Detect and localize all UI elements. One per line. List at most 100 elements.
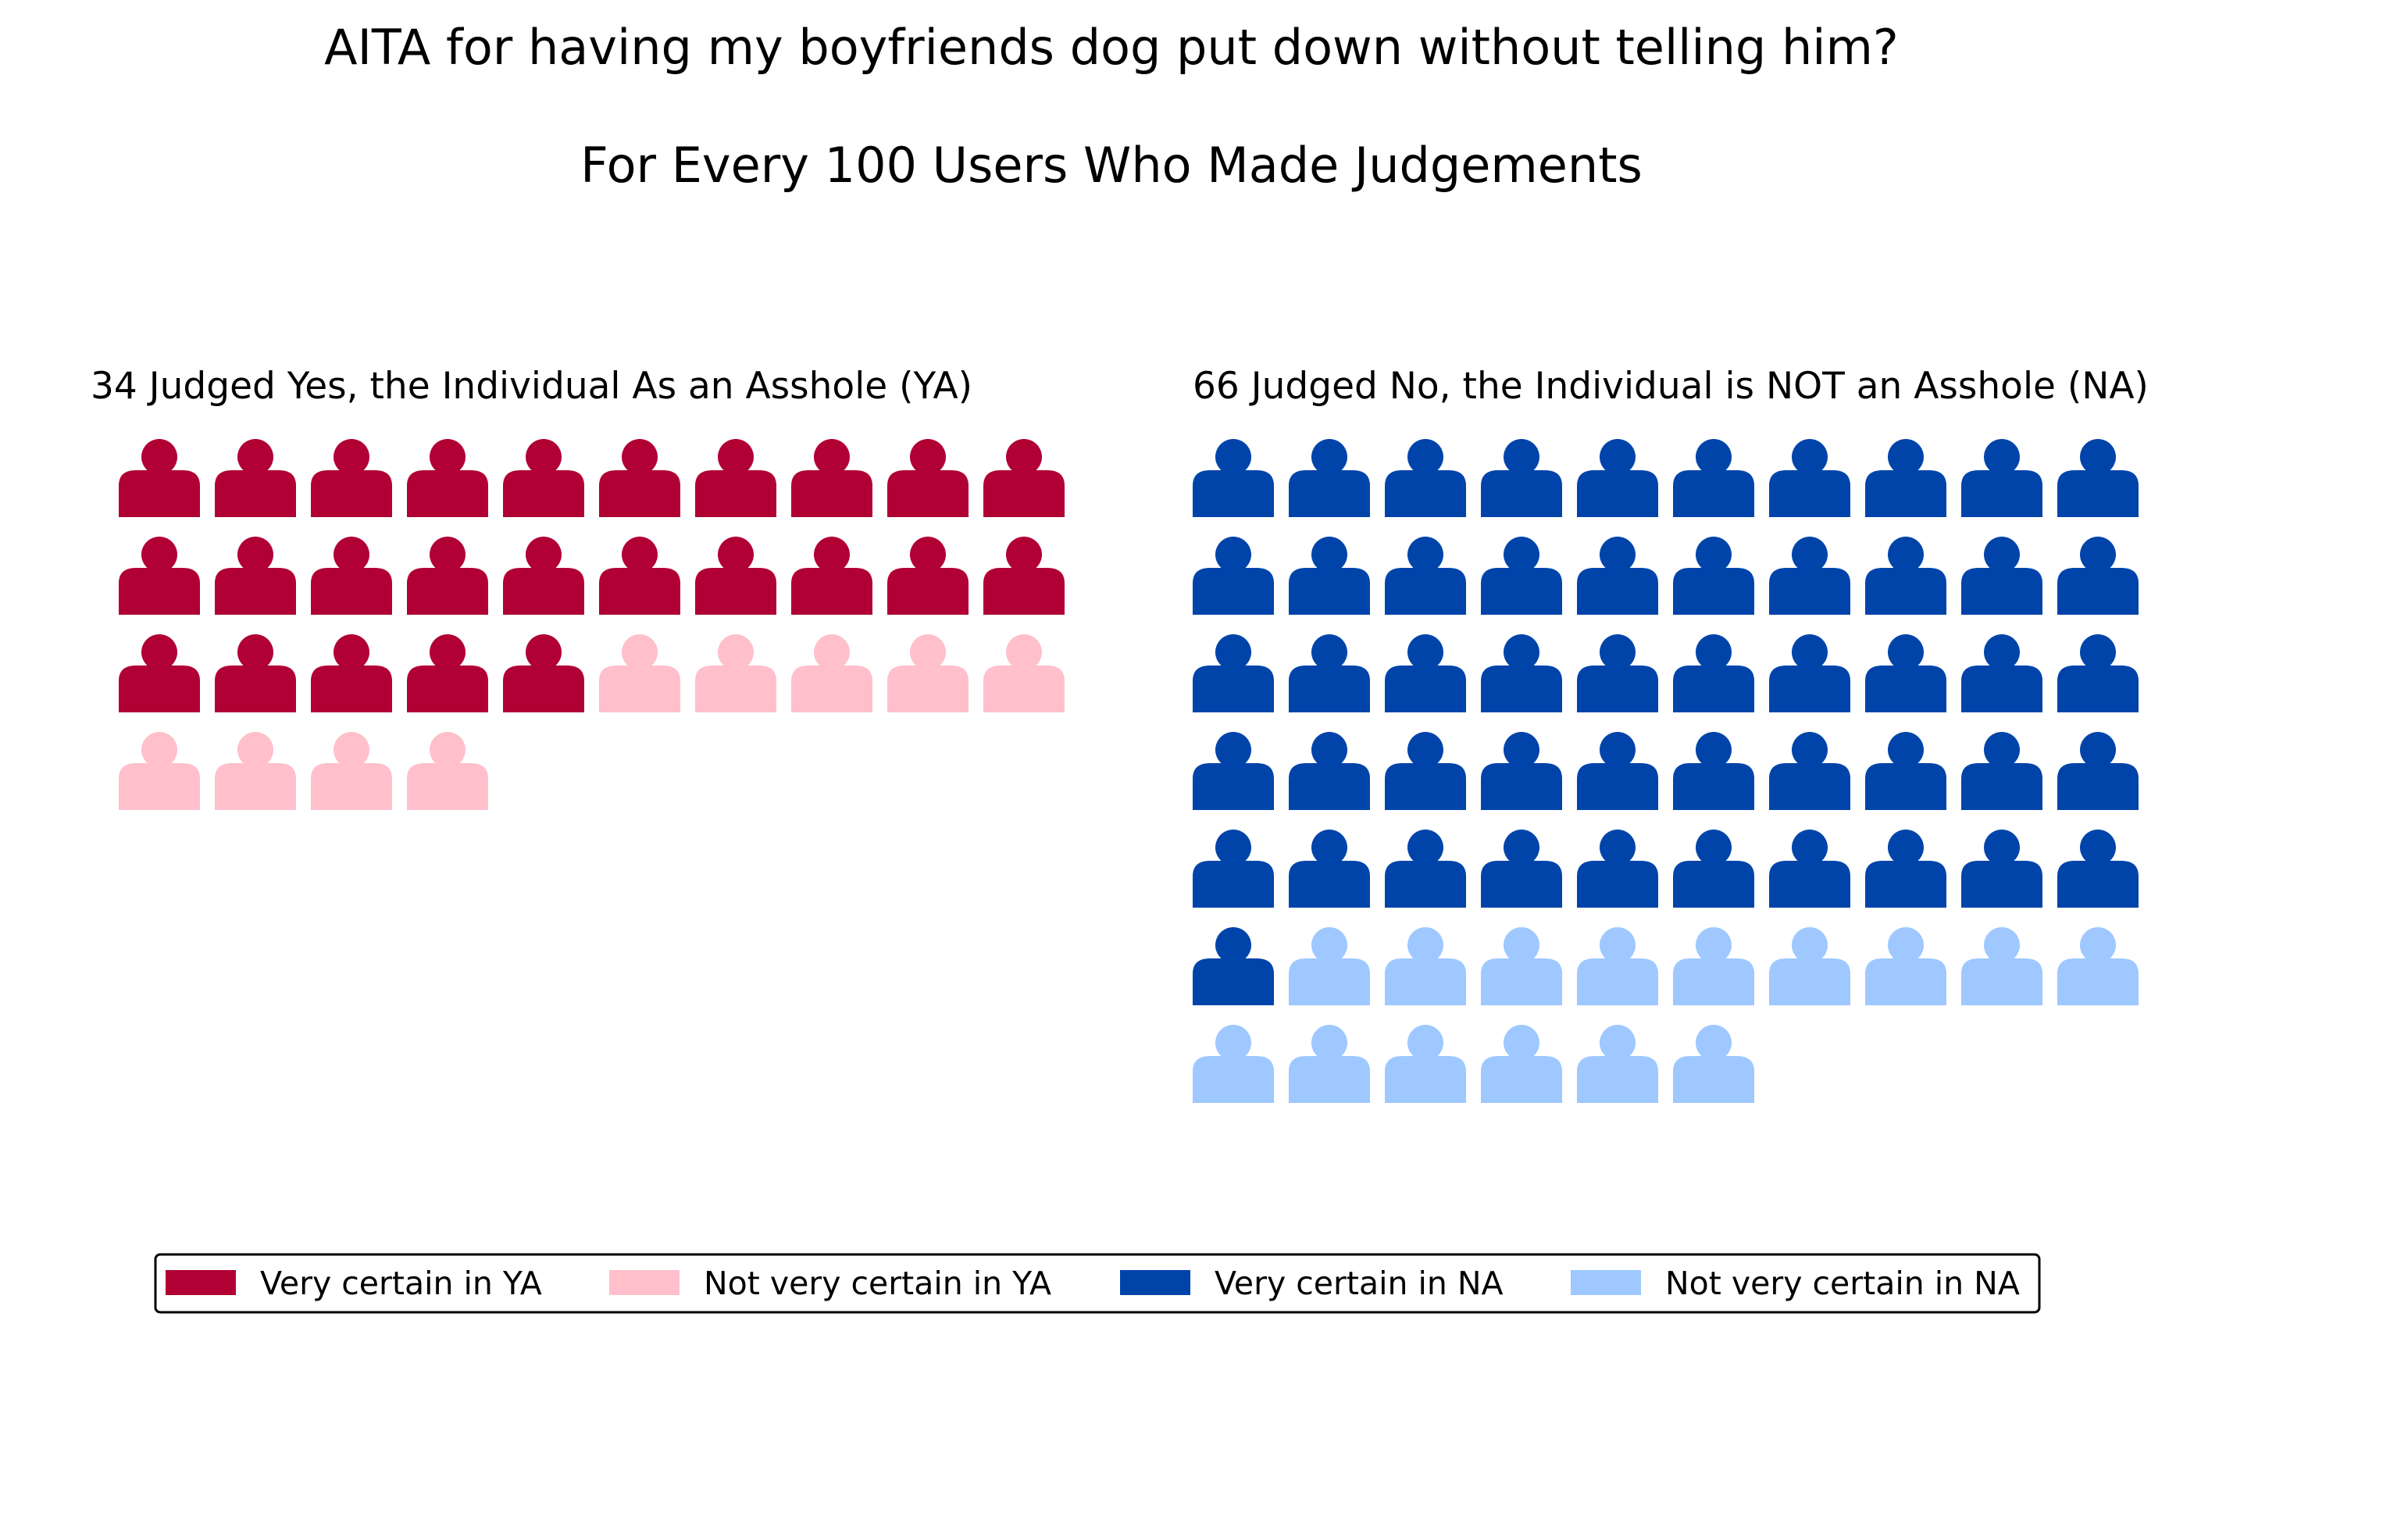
person-icon-na-very-certain	[1481, 439, 1562, 517]
person-icon-na-very-certain	[2057, 732, 2139, 810]
legend-swatch-not-very-certain-na	[1571, 1270, 1641, 1295]
legend-frame	[154, 1253, 2041, 1314]
person-icon-na-very-certain	[1769, 830, 1850, 908]
person-icon-ya-not-very-certain	[983, 634, 1065, 712]
person-icon-na-very-certain	[1769, 537, 1850, 615]
person-icon-na-not-very-certain	[1385, 927, 1466, 1005]
person-icon-ya-very-certain	[311, 439, 392, 517]
person-icon-na-very-certain	[1769, 634, 1850, 712]
person-icon-ya-very-certain	[983, 439, 1065, 517]
person-icon-na-very-certain	[1961, 439, 2042, 517]
person-icon-ya-very-certain	[887, 439, 969, 517]
person-icon-na-very-certain	[1961, 537, 2042, 615]
legend-swatch-very-certain-na	[1120, 1270, 1190, 1295]
person-icon-na-very-certain	[1193, 537, 1274, 615]
person-icon-na-very-certain	[1193, 634, 1274, 712]
person-icon-na-very-certain	[1865, 732, 1946, 810]
person-icon-na-very-certain	[1385, 439, 1466, 517]
person-icon-na-very-certain	[2057, 830, 2139, 908]
person-icon-ya-very-certain	[983, 537, 1065, 615]
person-icon-na-very-certain	[1193, 830, 1274, 908]
person-icon-na-very-certain	[1865, 439, 1946, 517]
legend-swatch-very-certain-ya	[166, 1270, 236, 1295]
legend-label-not-very-certain-na: Not very certain in NA	[1665, 1265, 2020, 1302]
person-icon-ya-very-certain	[215, 439, 296, 517]
person-icon-ya-very-certain	[119, 439, 200, 517]
person-icon-na-very-certain	[1577, 634, 1658, 712]
person-icon-na-very-certain	[1481, 732, 1562, 810]
person-icon-ya-very-certain	[503, 537, 584, 615]
panel-title-na: 66 Judged No, the Individual is NOT an A…	[1193, 365, 2149, 408]
person-icon-na-very-certain	[1961, 732, 2042, 810]
person-icon-na-very-certain	[1961, 634, 2042, 712]
person-icon-na-very-certain	[1385, 634, 1466, 712]
person-icon-ya-not-very-certain	[791, 634, 872, 712]
person-icon-ya-very-certain	[119, 537, 200, 615]
person-icon-ya-very-certain	[119, 634, 200, 712]
person-icon-na-very-certain	[1289, 439, 1370, 517]
person-icon-na-very-certain	[1673, 537, 1754, 615]
person-icon-na-not-very-certain	[1769, 927, 1850, 1005]
chart-title: AITA for having my boyfriends dog put do…	[324, 19, 1899, 76]
person-icon-na-very-certain	[1481, 634, 1562, 712]
person-icon-ya-not-very-certain	[887, 634, 969, 712]
person-icon-ya-very-certain	[215, 634, 296, 712]
person-icon-ya-very-certain	[407, 537, 488, 615]
person-icon-ya-very-certain	[791, 439, 872, 517]
chart-subtitle: For Every 100 Users Who Made Judgements	[580, 137, 1643, 194]
person-icon-na-very-certain	[1385, 830, 1466, 908]
person-icon-na-very-certain	[1961, 830, 2042, 908]
panel-title-ya: 34 Judged Yes, the Individual As an Assh…	[91, 365, 972, 408]
person-icon-ya-very-certain	[407, 634, 488, 712]
person-icon-ya-very-certain	[887, 537, 969, 615]
person-icon-na-very-certain	[1289, 732, 1370, 810]
person-icon-ya-very-certain	[215, 537, 296, 615]
person-icon-na-very-certain	[2057, 537, 2139, 615]
person-icon-na-very-certain	[1481, 537, 1562, 615]
person-icon-ya-very-certain	[695, 439, 776, 517]
person-icon-ya-very-certain	[599, 439, 680, 517]
waffle-grid-ya	[119, 439, 1065, 810]
legend-label-very-certain-na: Very certain in NA	[1215, 1265, 1504, 1302]
person-icon-na-very-certain	[1577, 830, 1658, 908]
person-icon-na-very-certain	[1673, 634, 1754, 712]
person-icon-na-very-certain	[2057, 439, 2139, 517]
person-icon-ya-very-certain	[311, 537, 392, 615]
person-icon-na-very-certain	[1865, 634, 1946, 712]
legend: Very certain in YA Not very certain in Y…	[154, 1253, 2041, 1314]
person-icon-na-not-very-certain	[2057, 927, 2139, 1005]
person-icon-na-not-very-certain	[1961, 927, 2042, 1005]
person-icon-na-very-certain	[1193, 732, 1274, 810]
person-icon-na-not-very-certain	[1577, 1025, 1658, 1103]
person-icon-na-very-certain	[1769, 439, 1850, 517]
person-icon-ya-very-certain	[407, 439, 488, 517]
person-icon-na-very-certain	[1385, 537, 1466, 615]
legend-label-very-certain-ya: Very certain in YA	[260, 1265, 542, 1302]
person-icon-na-very-certain	[1769, 732, 1850, 810]
person-icon-na-not-very-certain	[1289, 927, 1370, 1005]
person-icon-na-very-certain	[1577, 732, 1658, 810]
person-icon-ya-not-very-certain	[599, 634, 680, 712]
person-icon-na-very-certain	[1673, 830, 1754, 908]
legend-swatch-not-very-certain-ya	[609, 1270, 680, 1295]
person-icon-na-not-very-certain	[1673, 927, 1754, 1005]
waffle-grid-na	[1193, 439, 2139, 1103]
person-icon-na-not-very-certain	[1577, 927, 1658, 1005]
person-icon-na-not-very-certain	[1865, 927, 1946, 1005]
person-icon-ya-not-very-certain	[311, 732, 392, 810]
person-icon-na-not-very-certain	[1289, 1025, 1370, 1103]
person-icon-ya-not-very-certain	[407, 732, 488, 810]
person-icon-na-very-certain	[2057, 634, 2139, 712]
person-icon-na-very-certain	[1577, 537, 1658, 615]
person-icon-na-very-certain	[1385, 732, 1466, 810]
person-icon-na-not-very-certain	[1481, 1025, 1562, 1103]
person-icon-ya-very-certain	[311, 634, 392, 712]
person-icon-ya-not-very-certain	[119, 732, 200, 810]
person-icon-ya-very-certain	[791, 537, 872, 615]
person-icon-ya-not-very-certain	[215, 732, 296, 810]
person-icon-na-very-certain	[1577, 439, 1658, 517]
person-icon-ya-very-certain	[599, 537, 680, 615]
person-icon-na-very-certain	[1673, 439, 1754, 517]
person-icon-ya-very-certain	[503, 634, 584, 712]
